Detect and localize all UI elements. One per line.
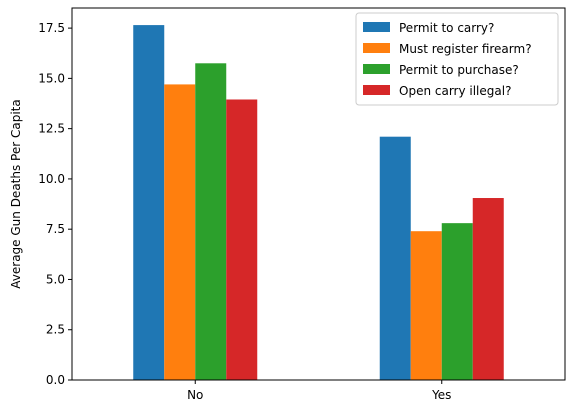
legend-swatch bbox=[363, 43, 390, 53]
legend-label: Must register firearm? bbox=[399, 42, 532, 56]
y-tick-label: 0.0 bbox=[46, 373, 65, 387]
legend-swatch bbox=[363, 85, 390, 95]
bar-yes-series-2 bbox=[410, 231, 442, 380]
legend: Permit to carry? Must register firearm? Pe… bbox=[355, 12, 559, 106]
y-tick-label: 2.5 bbox=[46, 323, 65, 337]
y-axis: 0.0 2.5 5.0 7.5 10.0 12.5 15.0 17.5 bbox=[38, 21, 72, 387]
plot-frame bbox=[71, 7, 566, 381]
bar-no-series-1 bbox=[133, 25, 165, 381]
bars-group bbox=[133, 25, 504, 381]
y-tick-label: 12.5 bbox=[38, 122, 65, 136]
legend-box bbox=[355, 12, 559, 106]
legend-swatch bbox=[363, 64, 390, 74]
y-tick-label: 15.0 bbox=[38, 71, 65, 85]
bar-no-series-3 bbox=[195, 63, 227, 380]
y-tick-label: 7.5 bbox=[46, 222, 65, 236]
x-tick-label: Yes bbox=[431, 388, 451, 402]
x-tick-label: No bbox=[187, 388, 203, 402]
legend-label: Open carry illegal? bbox=[399, 84, 511, 98]
bar-yes-series-1 bbox=[379, 136, 411, 380]
x-axis: No Yes bbox=[187, 380, 451, 402]
bar-yes-series-4 bbox=[472, 198, 504, 380]
bar-yes-series-3 bbox=[441, 223, 473, 380]
y-axis-label: Average Gun Deaths Per Capita bbox=[9, 99, 23, 288]
legend-label: Permit to purchase? bbox=[399, 63, 519, 77]
legend-label: Permit to carry? bbox=[399, 21, 494, 35]
legend-swatch bbox=[363, 22, 390, 32]
bar-no-series-4 bbox=[226, 99, 258, 381]
bar-no-series-2 bbox=[164, 84, 196, 380]
y-tick-label: 5.0 bbox=[46, 272, 65, 286]
y-tick-label: 17.5 bbox=[38, 21, 65, 35]
y-tick-label: 10.0 bbox=[38, 172, 65, 186]
